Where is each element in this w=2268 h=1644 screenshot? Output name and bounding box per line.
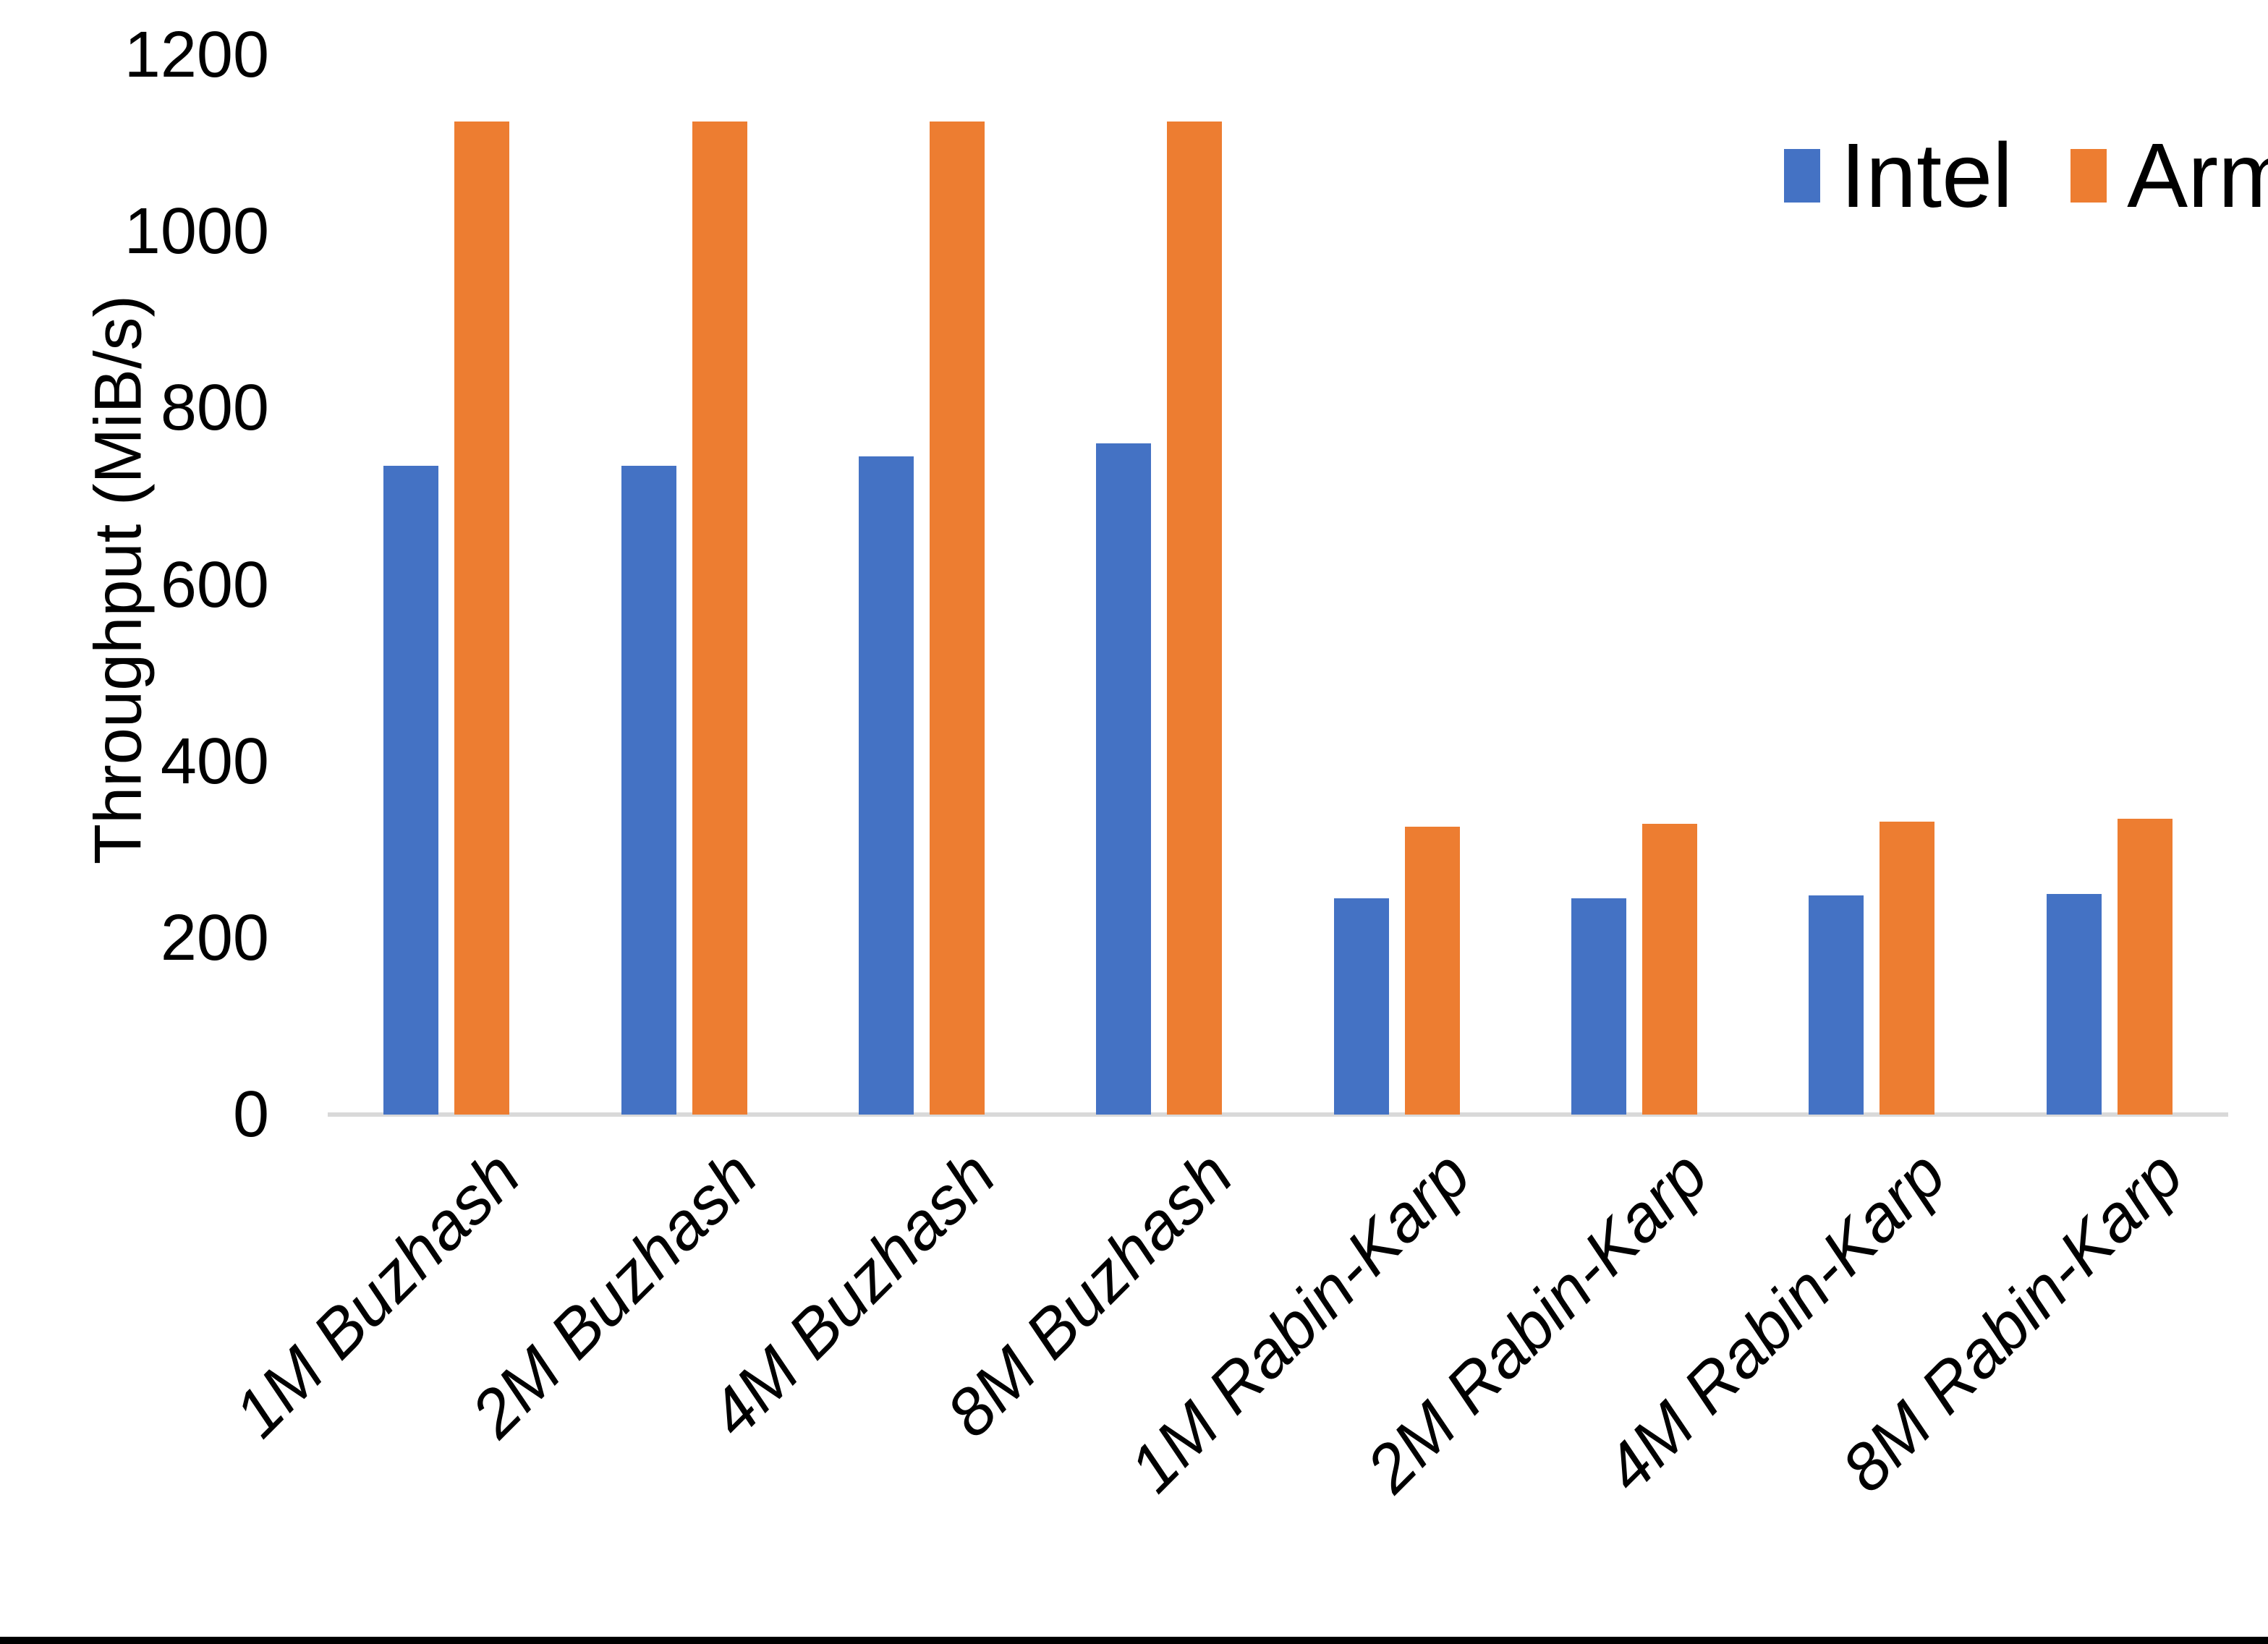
y-tick-label: 600 xyxy=(160,548,269,621)
y-tick-label: 1200 xyxy=(124,19,269,91)
arm-swatch-icon xyxy=(2070,149,2107,203)
legend-label-arm: Arm xyxy=(2127,124,2268,226)
legend-item-arm: Arm xyxy=(2070,130,2268,221)
legend: Intel Arm xyxy=(1784,130,2268,221)
bar-arm-8m-buzhash xyxy=(1167,122,1222,1115)
bar-arm-1m-buzhash xyxy=(454,122,509,1115)
legend-item-intel: Intel xyxy=(1784,130,2013,221)
bar-arm-2m-rabin-karp xyxy=(1642,824,1697,1115)
bar-intel-4m-rabin-karp xyxy=(1809,895,1864,1115)
bar-arm-4m-buzhash xyxy=(930,122,985,1115)
bar-intel-1m-buzhash xyxy=(383,466,438,1115)
bar-intel-8m-rabin-karp xyxy=(2047,894,2102,1115)
y-tick-label: 1000 xyxy=(124,195,269,268)
bar-arm-2m-buzhash xyxy=(692,122,747,1115)
bar-arm-4m-rabin-karp xyxy=(1880,822,1934,1115)
y-tick-label: 400 xyxy=(160,725,269,798)
bar-intel-2m-buzhash xyxy=(621,466,676,1115)
bar-intel-1m-rabin-karp xyxy=(1334,898,1389,1115)
y-tick-label: 0 xyxy=(232,1078,269,1151)
screenshot-bottom-border xyxy=(0,1637,2268,1644)
bar-arm-1m-rabin-karp xyxy=(1405,827,1460,1115)
bar-intel-2m-rabin-karp xyxy=(1571,898,1626,1115)
y-tick-label: 800 xyxy=(160,372,269,445)
legend-label-intel: Intel xyxy=(1840,124,2013,226)
bar-arm-8m-rabin-karp xyxy=(2118,819,2173,1115)
y-tick-label: 200 xyxy=(160,901,269,974)
intel-swatch-icon xyxy=(1784,149,1820,203)
x-axis-line xyxy=(328,1112,2228,1117)
bar-intel-8m-buzhash xyxy=(1096,443,1151,1115)
bar-intel-4m-buzhash xyxy=(859,456,914,1115)
